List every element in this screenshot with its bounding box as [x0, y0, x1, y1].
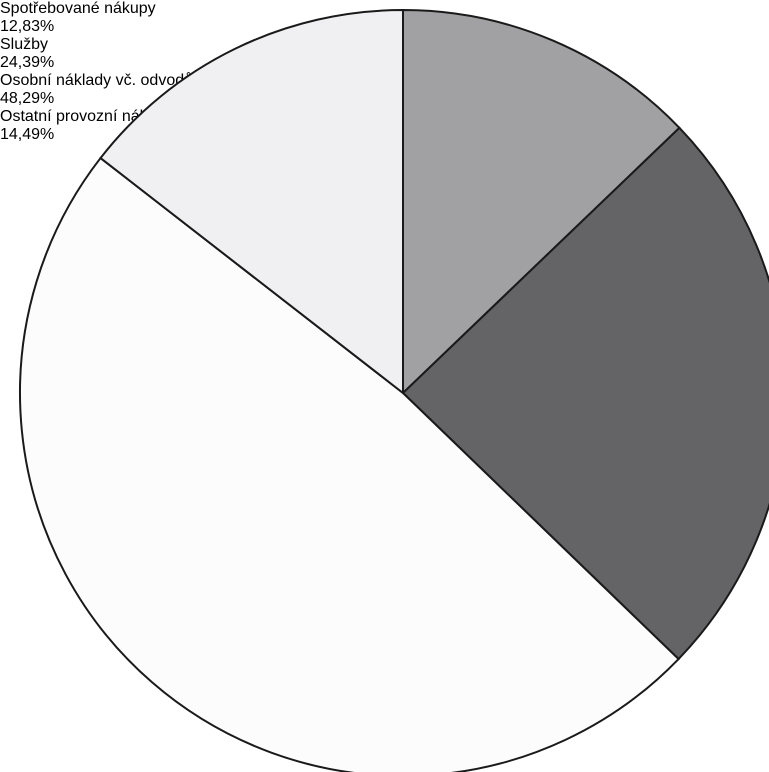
value-label: 14,49% — [0, 126, 55, 143]
value-label: 48,29% — [0, 90, 55, 107]
value-label: 12,83% — [0, 18, 55, 35]
pie-slice — [402, 8, 681, 396]
pie-slice — [99, 8, 404, 396]
category-label: Osobní náklady vč. odvodů — [0, 72, 194, 89]
slice-label: Osobní náklady vč. odvodů 48,29% — [0, 72, 300, 108]
value-label: 24,39% — [0, 54, 55, 71]
slice-label: Služby 24,39% — [0, 36, 130, 72]
category-label: Služby — [0, 36, 49, 53]
slice-label: Spotřebované nákupy 12,83% — [0, 0, 210, 36]
pie-slice — [19, 156, 680, 772]
category-label: Spotřebované nákupy — [0, 0, 156, 17]
pie-slice — [401, 126, 769, 661]
